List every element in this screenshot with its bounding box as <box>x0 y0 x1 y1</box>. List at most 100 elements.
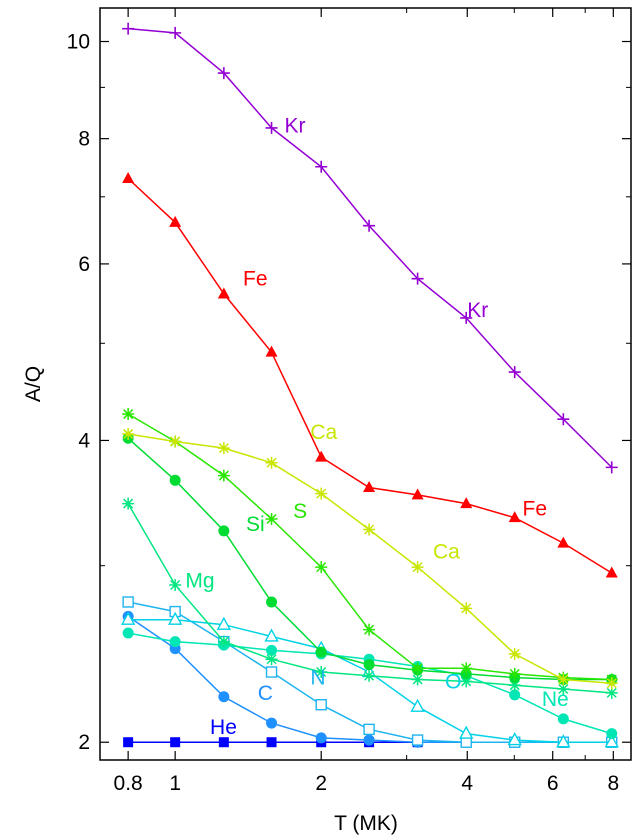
series-label-n: N <box>310 667 325 690</box>
data-point-fe <box>217 287 230 299</box>
y-tick-label: 2 <box>78 731 90 754</box>
data-point-kr <box>411 272 424 285</box>
data-point-c <box>218 691 230 703</box>
y-tick-label: 10 <box>67 31 90 54</box>
x-tick-label: 2 <box>315 772 327 795</box>
data-point-n <box>411 734 424 746</box>
series-label-fe: Fe <box>243 268 268 291</box>
data-point-c <box>315 732 327 744</box>
data-point-ne <box>122 627 134 639</box>
data-point-o <box>264 628 279 642</box>
data-point-ca <box>557 673 570 686</box>
data-point-o <box>556 734 571 748</box>
data-point-fe <box>363 481 376 493</box>
series-label-ca: Ca <box>433 540 460 563</box>
data-point-o <box>604 734 619 748</box>
data-point-ne <box>557 713 569 725</box>
data-point-ne <box>169 636 181 648</box>
series-layer <box>120 22 619 748</box>
series-kr <box>122 22 618 474</box>
series-ca <box>122 427 618 690</box>
data-point-he <box>123 737 134 748</box>
data-point-o <box>410 698 425 712</box>
data-point-fe <box>411 488 424 500</box>
data-point-mg <box>363 669 376 682</box>
data-point-kr <box>363 219 376 232</box>
data-point-fe <box>265 345 278 357</box>
data-point-c <box>363 734 375 746</box>
data-point-si <box>266 596 278 608</box>
data-point-kr <box>122 22 135 35</box>
series-labels: He C N O Ne Mg Si S Ca Ca Fe Fe Kr Kr <box>185 114 568 739</box>
series-label-c: C <box>258 682 273 705</box>
data-point-fe <box>605 566 618 578</box>
y-tick-label: 6 <box>78 253 90 276</box>
data-point-he <box>218 737 229 748</box>
x-tick-label: 1 <box>169 772 181 795</box>
data-point-n <box>265 666 278 678</box>
data-point-he <box>170 737 181 748</box>
data-point-ca <box>122 427 135 440</box>
data-point-ca <box>508 647 521 660</box>
series-label-s: S <box>293 500 307 523</box>
plot-frame <box>99 7 632 761</box>
data-point-ca <box>217 442 230 455</box>
series-label-mg: Mg <box>185 569 214 592</box>
data-point-kr <box>265 121 278 134</box>
data-point-n <box>122 596 134 608</box>
data-point-s <box>315 561 328 574</box>
data-point-s <box>460 662 473 675</box>
data-point-kr <box>508 366 521 379</box>
data-point-mg <box>508 679 521 692</box>
data-point-kr <box>217 67 230 80</box>
series-label-he: He <box>210 716 237 739</box>
data-point-mg <box>122 497 135 510</box>
series-line-s <box>127 413 612 681</box>
data-point-mg <box>217 635 230 648</box>
data-point-fe <box>460 497 473 509</box>
data-point-ne <box>606 728 618 740</box>
data-point-mg <box>411 673 424 686</box>
data-point-kr <box>460 311 473 324</box>
series-label-ne: Ne <box>542 688 569 711</box>
series-ne <box>122 627 618 740</box>
data-point-he <box>266 737 277 748</box>
data-point-s <box>363 623 376 636</box>
data-point-o <box>216 616 232 630</box>
data-point-mg <box>460 675 473 688</box>
data-point-s <box>411 662 424 675</box>
data-point-fe <box>508 511 521 523</box>
data-point-n <box>363 723 375 736</box>
data-point-fe <box>315 450 328 462</box>
series-line-kr <box>128 27 613 468</box>
series-label-kr: Kr <box>467 299 488 322</box>
data-point-fe <box>169 215 182 227</box>
data-point-ca <box>605 677 618 690</box>
data-point-s <box>265 512 278 525</box>
data-point-ca <box>315 487 328 500</box>
data-point-kr <box>169 26 182 39</box>
data-point-ca <box>169 435 182 448</box>
data-point-ca <box>411 561 424 574</box>
x-tick-label: 4 <box>461 772 473 795</box>
series-mg <box>122 497 618 699</box>
series-label-o: O <box>445 670 461 693</box>
data-point-c <box>266 717 278 729</box>
data-point-si <box>363 659 375 671</box>
x-axis-title: T (MK) <box>334 812 398 835</box>
data-point-o <box>507 732 522 746</box>
data-point-o <box>120 611 136 625</box>
data-point-ne <box>509 689 521 701</box>
data-point-ca <box>460 602 473 615</box>
data-point-o <box>167 611 183 625</box>
series-label-si: Si <box>246 513 265 536</box>
series-label-kr: Kr <box>284 114 305 137</box>
data-point-n <box>315 699 327 711</box>
data-point-s <box>217 469 230 482</box>
data-point-ca <box>265 456 278 469</box>
data-point-kr <box>557 413 570 426</box>
data-point-ne <box>266 644 278 656</box>
x-tick-label: 8 <box>607 772 619 795</box>
data-point-mg <box>169 578 182 591</box>
